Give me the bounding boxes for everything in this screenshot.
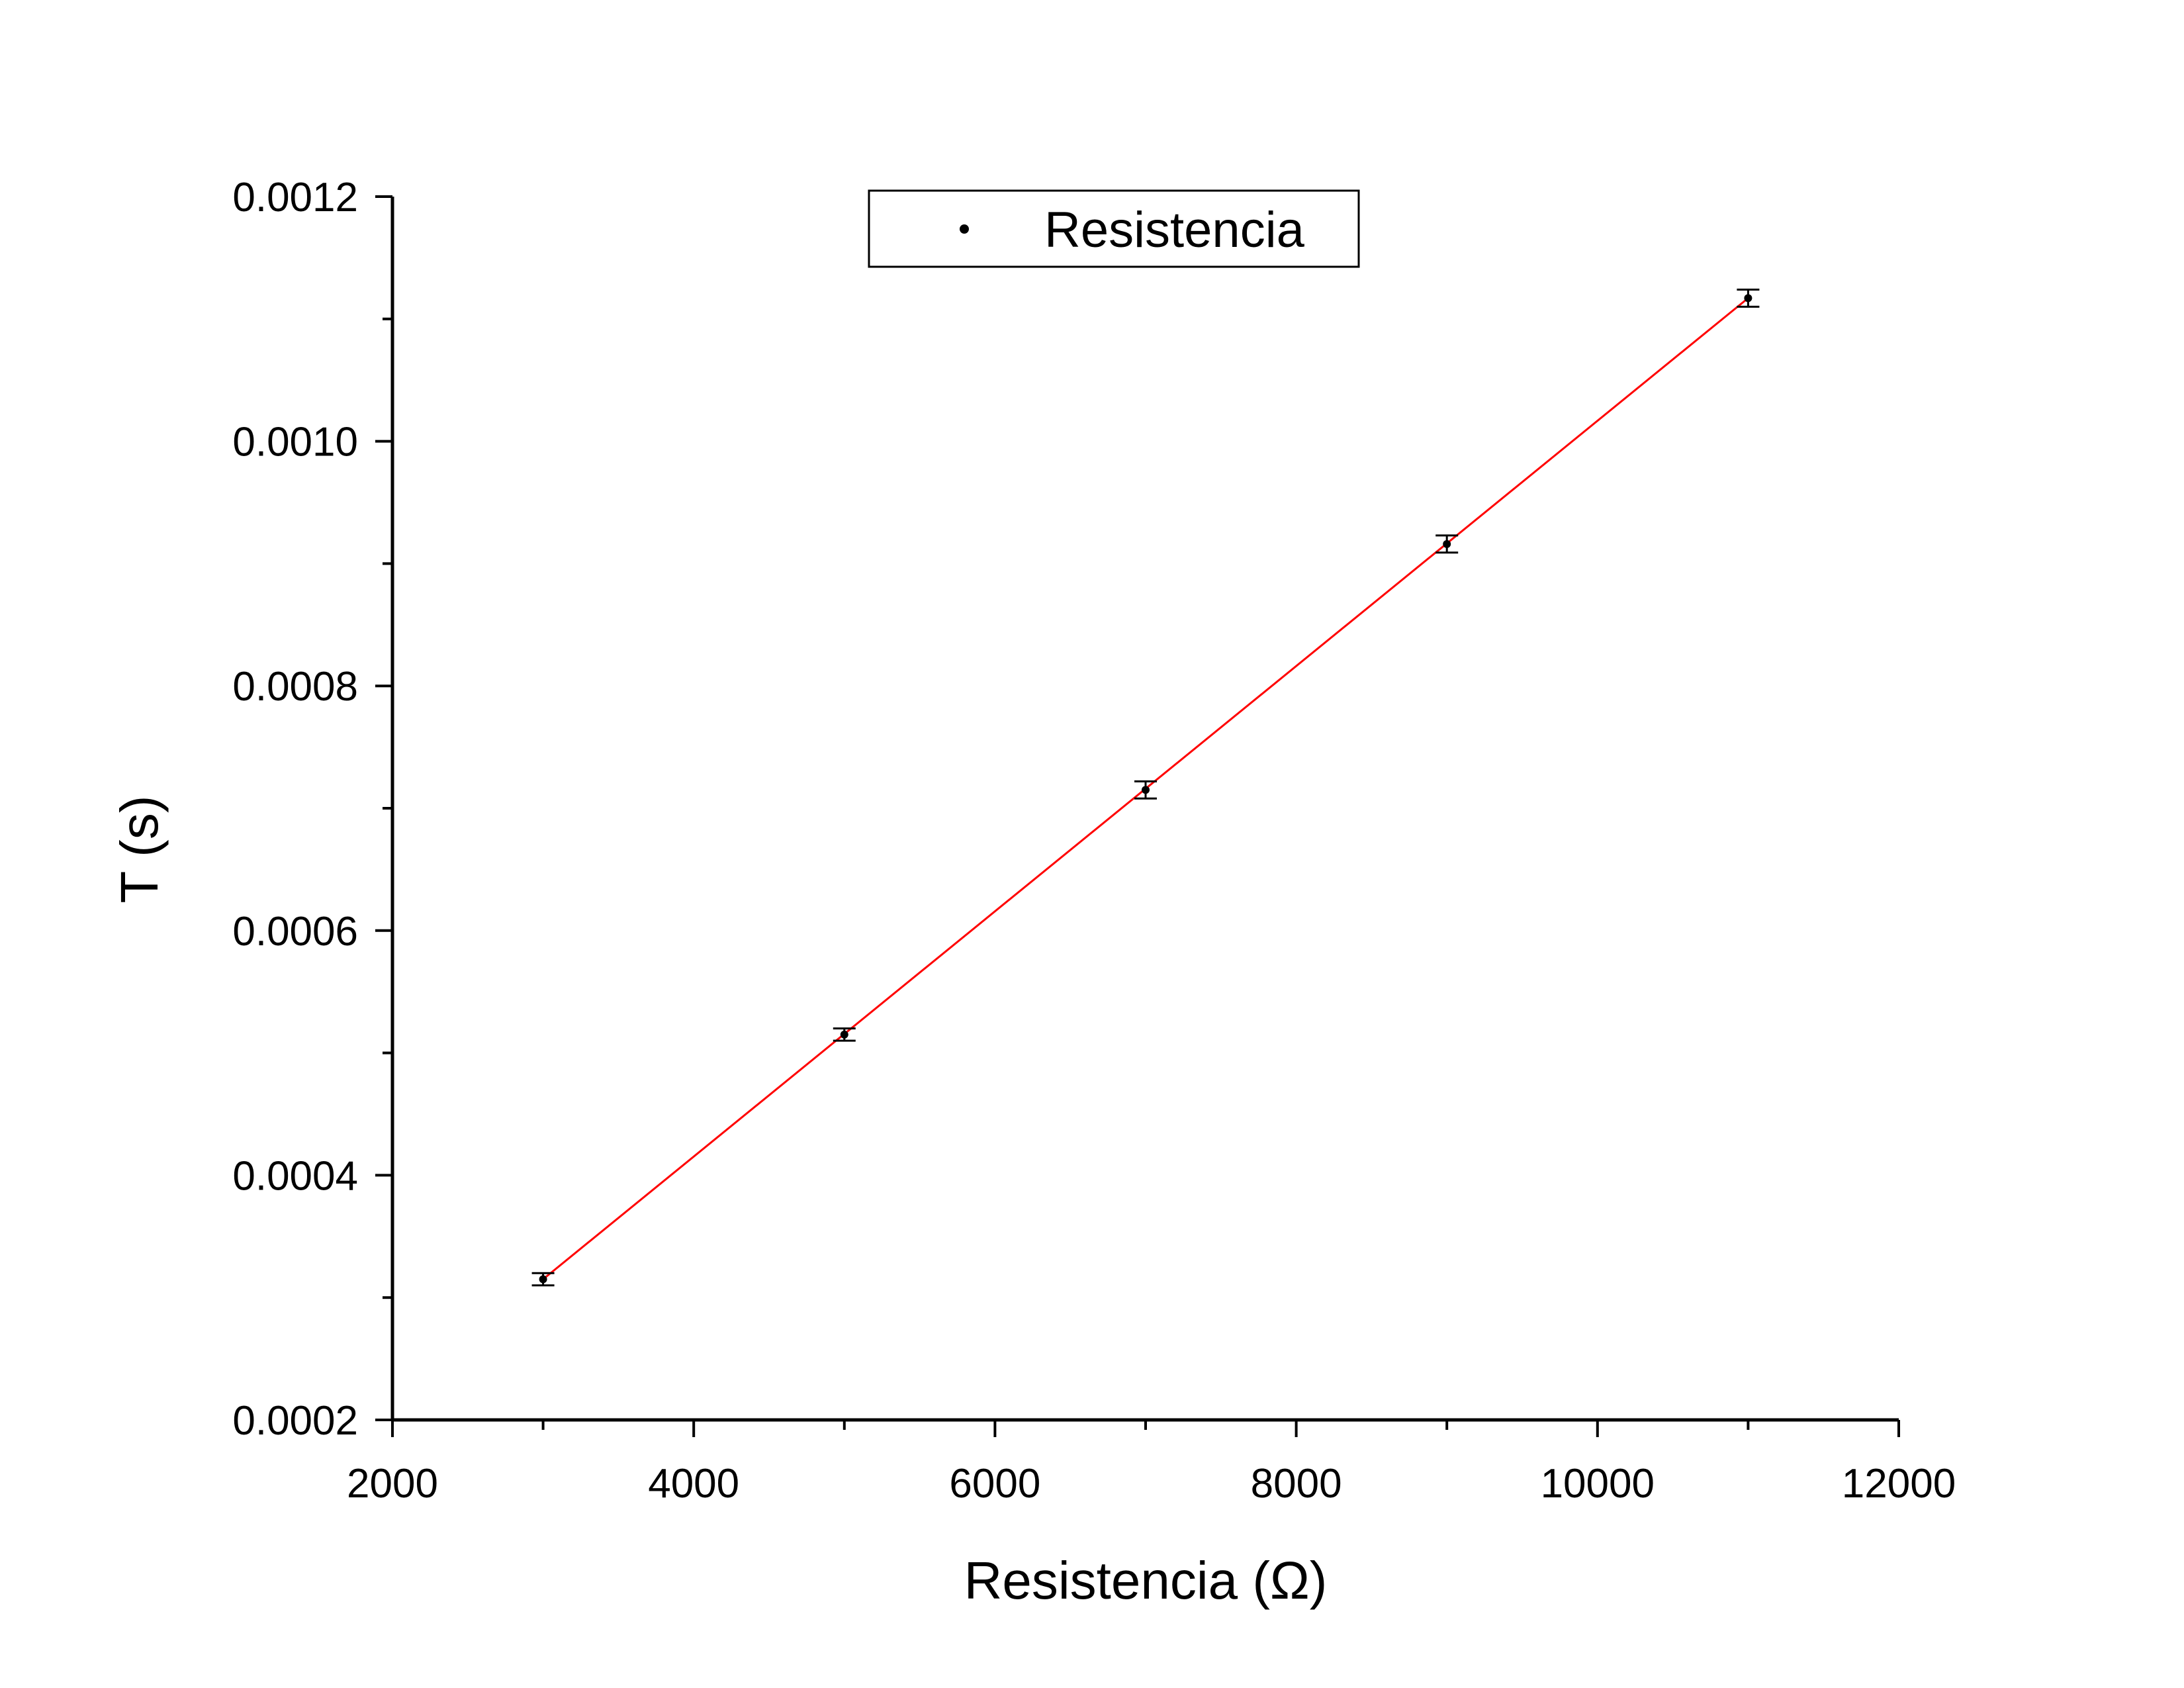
point-marker bbox=[840, 1030, 848, 1039]
y-tick-label: 0.0012 bbox=[232, 175, 358, 220]
y-tick-label: 0.0010 bbox=[232, 420, 358, 465]
x-tick-label: 10000 bbox=[1541, 1461, 1655, 1507]
point-marker bbox=[1744, 294, 1752, 303]
legend: Resistencia bbox=[868, 189, 1360, 268]
data-points bbox=[531, 288, 1760, 1287]
data-point bbox=[1435, 534, 1459, 554]
legend-box bbox=[868, 189, 1360, 268]
legend-label: Resistencia bbox=[1044, 202, 1305, 258]
x-tick-label: 6000 bbox=[949, 1461, 1040, 1507]
axes bbox=[390, 197, 1899, 1422]
y-tick-label: 0.0002 bbox=[232, 1398, 358, 1444]
x-ticks: 2000 4000 6000 8000 10000 12000 bbox=[347, 1420, 1956, 1507]
data-point bbox=[833, 1027, 856, 1042]
y-tick-label: 0.0004 bbox=[232, 1153, 358, 1199]
data-point bbox=[1134, 780, 1157, 800]
point-marker bbox=[1142, 786, 1150, 794]
legend-marker bbox=[960, 224, 969, 234]
y-ticks: 0.0002 0.0004 0.0006 0.0008 0.0010 0.0012 bbox=[232, 175, 392, 1444]
x-tick-label: 4000 bbox=[648, 1461, 739, 1507]
x-axis-title: Resistencia (Ω) bbox=[964, 1551, 1328, 1610]
x-tick-label: 8000 bbox=[1251, 1461, 1342, 1507]
x-tick-label: 12000 bbox=[1842, 1461, 1956, 1507]
y-tick-label: 0.0008 bbox=[232, 664, 358, 710]
point-marker bbox=[1443, 539, 1451, 548]
x-tick-label: 2000 bbox=[347, 1461, 438, 1507]
point-marker bbox=[539, 1275, 547, 1284]
y-tick-label: 0.0006 bbox=[232, 909, 358, 955]
y-axis-title: T (s) bbox=[110, 796, 169, 904]
data-point bbox=[531, 1272, 555, 1287]
data-point bbox=[1737, 288, 1760, 308]
